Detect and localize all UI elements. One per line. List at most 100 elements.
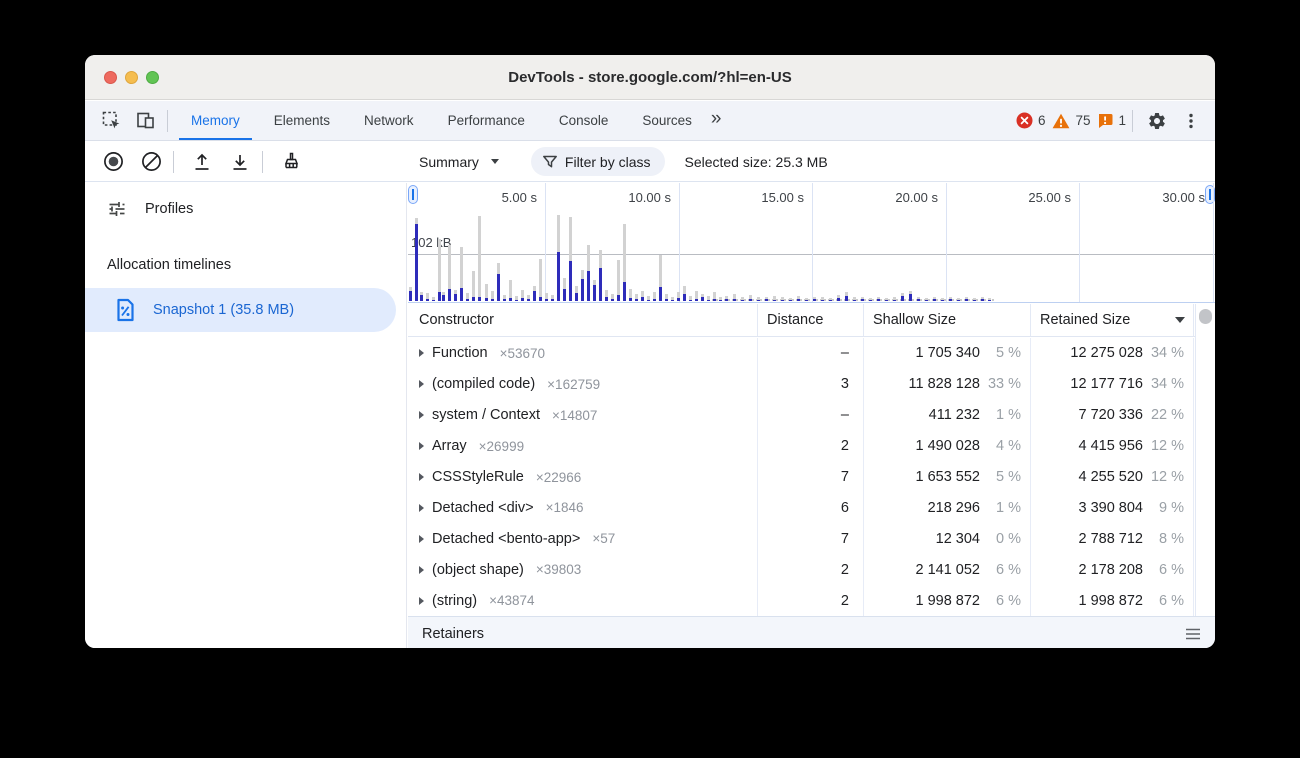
allocation-bar-live: [460, 288, 463, 301]
device-toolbar-button[interactable]: [129, 105, 161, 137]
save-profile-button[interactable]: [224, 146, 256, 178]
constructor-row[interactable]: Function ×53670 – 1 705 340 5 % 12 275 028 34 …: [408, 338, 1215, 369]
retainers-menu-icon[interactable]: [1185, 627, 1201, 641]
allocation-bar-total: [545, 293, 548, 301]
column-header-shallow-size[interactable]: Shallow Size: [864, 304, 1031, 336]
sidebar-item-profiles[interactable]: Profiles: [85, 193, 406, 225]
selection-handle-left[interactable]: [408, 185, 418, 204]
memory-panel-toolbar: Summary Filter by class Selected size: 2…: [85, 142, 1215, 182]
expand-caret-icon[interactable]: [419, 596, 424, 605]
clear-all-button[interactable]: [275, 146, 307, 178]
shallow-size-value: 218 296: [927, 499, 980, 516]
tab-console[interactable]: Console: [558, 113, 609, 128]
minimize-window-button[interactable]: [125, 70, 138, 84]
allocation-bar-live: [789, 300, 792, 301]
expand-caret-icon[interactable]: [419, 349, 424, 358]
allocation-bar-live: [647, 300, 650, 301]
distance-value: 2: [758, 554, 864, 586]
perspective-value: Summary: [419, 153, 479, 170]
allocation-bar-total: [707, 296, 710, 301]
retained-size-value: 4 255 520: [1078, 469, 1143, 485]
allocation-bar-live: [497, 274, 500, 301]
devtools-window: DevTools - store.google.com/?hl=en-US Me…: [85, 55, 1215, 648]
allocation-bar-live: [797, 299, 800, 301]
allocation-bar-total: [426, 293, 429, 301]
toolbar-divider: [1132, 109, 1133, 132]
allocation-bar-total: [805, 298, 808, 301]
retainers-section-header[interactable]: Retainers: [408, 616, 1215, 648]
allocation-bar-total: [659, 255, 662, 301]
grid-scrollbar-thumb[interactable]: [1199, 309, 1212, 324]
column-header-retained-size[interactable]: Retained Size: [1031, 304, 1194, 336]
issues-badge[interactable]: 1: [1097, 113, 1126, 129]
perspective-select[interactable]: Summary: [409, 150, 509, 174]
expand-caret-icon[interactable]: [419, 473, 424, 481]
constructor-row[interactable]: Detached <bento-app> ×57 7 12 304 0 % 2 788 7…: [408, 523, 1215, 555]
constructor-row[interactable]: Array ×26999 2 1 490 028 4 % 4 415 956 12 %: [408, 430, 1215, 462]
load-profile-button[interactable]: [186, 146, 218, 178]
tab-sources[interactable]: Sources: [642, 113, 692, 128]
retained-size-value: 3 390 804: [1078, 499, 1143, 516]
expand-caret-icon[interactable]: [419, 534, 424, 543]
constructor-row[interactable]: (compiled code) ×162759 3 11 828 128 33 % 12 …: [408, 368, 1215, 400]
chevron-down-icon: [490, 159, 499, 164]
grid-scrollbar[interactable]: [1195, 304, 1215, 616]
more-options-button[interactable]: [1175, 105, 1207, 137]
allocation-bar-live: [749, 299, 752, 301]
tab-network[interactable]: Network: [364, 113, 414, 128]
expand-caret-icon[interactable]: [419, 442, 424, 451]
retained-size-header-label: Retained Size: [1040, 312, 1131, 328]
sidebar-item-snapshot-1[interactable]: Snapshot 1 (35.8 MB): [85, 288, 396, 332]
expand-caret-icon[interactable]: [419, 565, 424, 574]
record-heap-button[interactable]: [97, 146, 129, 178]
constructor-row[interactable]: Detached <div> ×1846 6 218 296 1 % 3 390 804 9…: [408, 492, 1215, 524]
allocation-bar-live: [869, 300, 872, 301]
allocation-bar-live: [845, 296, 848, 301]
settings-button[interactable]: [1141, 105, 1173, 137]
allocation-bar-total: [460, 247, 463, 301]
memory-gridline: [408, 254, 1215, 255]
expand-caret-icon[interactable]: [419, 411, 424, 420]
allocation-bar-live: [821, 300, 824, 301]
grid-header: Constructor Distance Shallow Size Retain…: [408, 304, 1215, 337]
more-tabs-button[interactable]: »: [710, 108, 722, 129]
allocation-bar-live: [701, 297, 704, 301]
allocation-bar-total: [527, 295, 530, 301]
timeline-chart[interactable]: 102 kB 5.00 s 10.00 s 15.00 s 20.00 s 25.00 …: [408, 183, 1215, 303]
class-filter-input[interactable]: Filter by class: [530, 147, 666, 176]
distance-value: 2: [758, 585, 864, 616]
issue-icon: [1097, 113, 1113, 129]
allocation-bar-live: [965, 299, 968, 301]
errors-badge[interactable]: 6: [1016, 112, 1045, 129]
constructor-row[interactable]: (string) ×43874 2 1 998 872 6 % 1 998 872 6 %: [408, 585, 1215, 616]
expand-caret-icon[interactable]: [419, 503, 424, 512]
tab-performance[interactable]: Performance: [447, 113, 525, 128]
selection-handle-right[interactable]: [1205, 185, 1215, 204]
allocation-bar-live: [909, 294, 912, 301]
clear-profiles-button[interactable]: [135, 146, 167, 178]
allocation-bar-live: [569, 261, 572, 301]
column-header-constructor[interactable]: Constructor: [408, 304, 758, 336]
allocation-bar-total: [773, 296, 776, 301]
allocation-bar-live: [853, 300, 856, 301]
allocation-bar-live: [605, 297, 608, 301]
tab-memory[interactable]: Memory: [174, 101, 257, 140]
close-window-button[interactable]: [104, 70, 117, 84]
tab-elements[interactable]: Elements: [273, 113, 331, 128]
constructor-row[interactable]: (object shape) ×39803 2 2 141 052 6 % 2 178 2…: [408, 554, 1215, 586]
expand-caret-icon[interactable]: [419, 380, 424, 389]
maximize-window-button[interactable]: [146, 70, 159, 84]
retained-size-pct: 34 %: [1150, 376, 1184, 393]
allocation-bar-live: [503, 299, 506, 301]
inspect-element-button[interactable]: [95, 105, 127, 137]
constructor-row[interactable]: CSSStyleRule ×22966 7 1 653 552 5 % 4 255 520…: [408, 461, 1215, 493]
tune-icon: [101, 193, 133, 225]
allocation-bar-live: [707, 300, 710, 301]
constructor-row[interactable]: system / Context ×14807 – 411 232 1 % 7 720 3…: [408, 399, 1215, 431]
instance-count: ×22966: [535, 469, 582, 485]
allocation-bar-live: [635, 299, 638, 301]
column-header-distance[interactable]: Distance: [758, 304, 864, 336]
distance-value: 2: [758, 430, 864, 462]
allocation-bar-live: [478, 297, 481, 301]
warnings-badge[interactable]: 75: [1052, 113, 1090, 129]
